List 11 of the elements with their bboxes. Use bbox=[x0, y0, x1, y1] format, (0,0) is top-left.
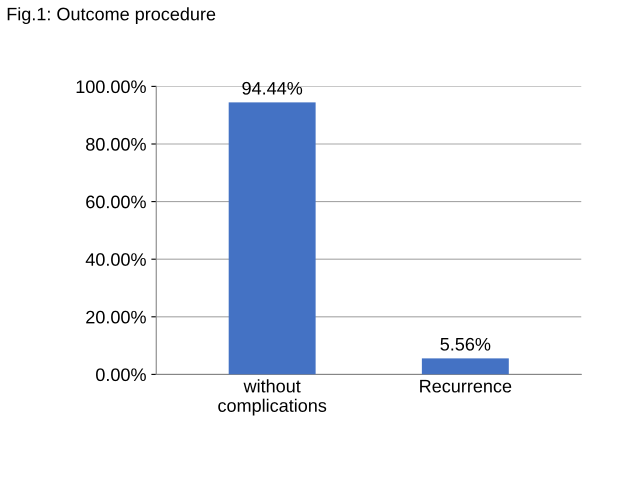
chart-title: Fig.1: Outcome procedure bbox=[8, 7, 216, 24]
data-label: 5.56% bbox=[440, 338, 490, 351]
y-tick-label: 20.00% bbox=[86, 310, 146, 324]
y-tick-label: 0.00% bbox=[96, 368, 146, 382]
x-tick-label: without complications bbox=[218, 379, 326, 416]
y-tick-label: 100.00% bbox=[76, 80, 146, 94]
x-tick-label: Recurrence bbox=[420, 380, 512, 393]
y-tick-label: 60.00% bbox=[86, 196, 146, 208]
y-tick-label: 40.00% bbox=[86, 253, 146, 266]
data-label: 94.44% bbox=[242, 82, 302, 95]
y-tick-label: 80.00% bbox=[86, 138, 146, 151]
